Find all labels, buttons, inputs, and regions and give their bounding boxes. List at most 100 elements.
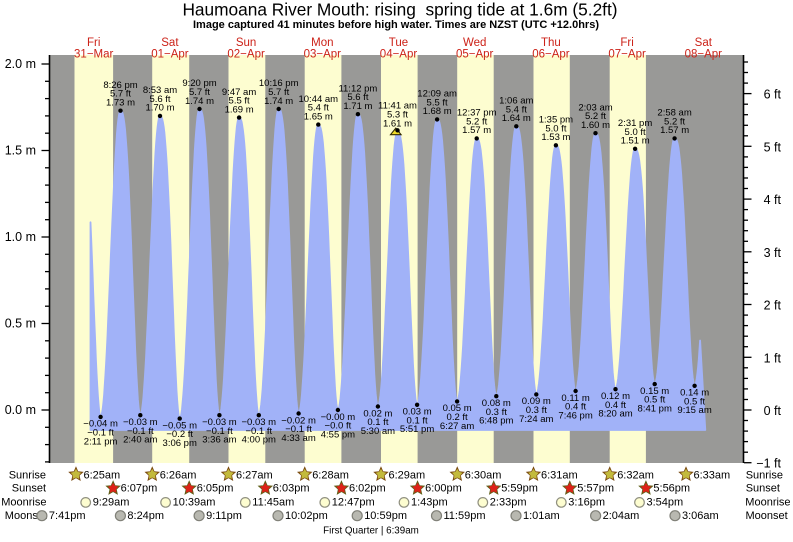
svg-text:5.4 ft: 5.4 ft <box>308 103 329 114</box>
svg-text:Moonset: Moonset <box>746 510 788 522</box>
svg-text:0.15 m: 0.15 m <box>640 386 669 397</box>
svg-text:5.2 ft: 5.2 ft <box>585 111 606 122</box>
svg-text:First Quarter | 6:39am: First Quarter | 6:39am <box>323 526 419 537</box>
svg-text:0.08 m: 0.08 m <box>482 398 511 409</box>
svg-text:6 ft: 6 ft <box>764 88 782 102</box>
svg-text:0.3 ft: 0.3 ft <box>486 407 507 418</box>
svg-text:01−Apr: 01−Apr <box>151 49 189 61</box>
svg-text:2:31 pm: 2:31 pm <box>618 118 652 129</box>
svg-text:−0.1 ft: −0.1 ft <box>285 424 312 435</box>
svg-text:3:36 am: 3:36 am <box>202 435 236 446</box>
svg-text:Sun: Sun <box>236 37 256 49</box>
svg-text:11:12 pm: 11:12 pm <box>338 83 377 94</box>
svg-text:Fri: Fri <box>620 37 633 49</box>
svg-text:−1 ft: −1 ft <box>756 457 781 471</box>
svg-text:1.60 m: 1.60 m <box>581 120 610 131</box>
svg-text:9:20 pm: 9:20 pm <box>182 78 216 89</box>
svg-text:Sunrise: Sunrise <box>746 470 783 482</box>
svg-text:Sunset: Sunset <box>746 483 780 495</box>
svg-text:11:41 am: 11:41 am <box>378 101 417 112</box>
svg-text:8:26 pm: 8:26 pm <box>103 80 137 91</box>
svg-text:7:24 am: 7:24 am <box>519 414 553 425</box>
svg-text:5.7 ft: 5.7 ft <box>110 89 131 100</box>
svg-text:0.4 ft: 0.4 ft <box>565 402 586 413</box>
svg-text:Thu: Thu <box>541 37 561 49</box>
svg-text:6:30am: 6:30am <box>465 470 502 482</box>
svg-text:5.7 ft: 5.7 ft <box>189 87 210 98</box>
svg-text:5.2 ft: 5.2 ft <box>664 116 685 127</box>
svg-text:5:57pm: 5:57pm <box>577 483 614 495</box>
svg-text:5:59pm: 5:59pm <box>501 483 538 495</box>
svg-text:Haumoana River Mouth: rising: Haumoana River Mouth: rising spring tide… <box>182 0 617 20</box>
svg-text:0.09 m: 0.09 m <box>522 396 551 407</box>
svg-text:5:51 pm: 5:51 pm <box>400 424 434 435</box>
svg-text:1.57 m: 1.57 m <box>462 125 491 136</box>
svg-text:0.03 m: 0.03 m <box>403 407 432 418</box>
svg-text:−0.1 ft: −0.1 ft <box>206 426 233 437</box>
svg-text:1.57 m: 1.57 m <box>660 125 689 136</box>
svg-text:6:25am: 6:25am <box>84 470 121 482</box>
svg-text:5.0 ft: 5.0 ft <box>545 123 566 134</box>
svg-text:6:05pm: 6:05pm <box>197 483 234 495</box>
svg-text:5.3 ft: 5.3 ft <box>387 110 408 121</box>
svg-text:0.0 m: 0.0 m <box>5 403 36 417</box>
svg-text:Moonset: Moonset <box>5 510 47 522</box>
svg-text:Sat: Sat <box>161 37 179 49</box>
svg-text:8:41 pm: 8:41 pm <box>638 404 672 415</box>
svg-text:0.1 ft: 0.1 ft <box>407 415 428 426</box>
svg-text:6:27 am: 6:27 am <box>440 421 474 432</box>
svg-text:1.0 m: 1.0 m <box>5 230 36 244</box>
svg-text:−0.05 m: −0.05 m <box>162 420 197 431</box>
svg-text:9:11pm: 9:11pm <box>206 510 242 522</box>
svg-text:Image captured 41 minutes befo: Image captured 41 minutes before high wa… <box>193 19 599 31</box>
svg-text:1.53 m: 1.53 m <box>541 132 570 143</box>
svg-text:5.5 ft: 5.5 ft <box>229 96 250 107</box>
svg-text:Sunrise: Sunrise <box>9 470 46 482</box>
svg-text:Fri: Fri <box>87 37 100 49</box>
svg-text:5 ft: 5 ft <box>764 140 782 154</box>
svg-text:6:32am: 6:32am <box>617 470 654 482</box>
svg-text:8:20 am: 8:20 am <box>598 409 632 420</box>
svg-text:10:16 pm: 10:16 pm <box>259 78 299 89</box>
svg-text:10:02pm: 10:02pm <box>285 510 328 522</box>
svg-text:5:56pm: 5:56pm <box>653 483 690 495</box>
svg-text:−0.04 m: −0.04 m <box>83 419 118 430</box>
svg-text:−0.0 ft: −0.0 ft <box>325 421 352 432</box>
svg-text:10:39am: 10:39am <box>173 497 216 509</box>
svg-text:6:00pm: 6:00pm <box>425 483 462 495</box>
svg-text:0.3 ft: 0.3 ft <box>526 405 547 416</box>
svg-text:1.74 m: 1.74 m <box>264 96 293 107</box>
svg-text:−0.1 ft: −0.1 ft <box>245 426 272 437</box>
svg-text:1:06 am: 1:06 am <box>499 96 533 107</box>
svg-text:6:26am: 6:26am <box>160 470 197 482</box>
svg-text:1.74 m: 1.74 m <box>185 96 214 107</box>
svg-text:12:09 am: 12:09 am <box>417 89 457 100</box>
svg-text:3:16pm: 3:16pm <box>568 497 605 509</box>
svg-text:3 ft: 3 ft <box>764 246 782 260</box>
svg-text:1.64 m: 1.64 m <box>502 113 531 124</box>
svg-text:−0.1 ft: −0.1 ft <box>87 428 114 439</box>
svg-text:1.61 m: 1.61 m <box>383 118 412 129</box>
svg-text:0.12 m: 0.12 m <box>601 391 630 402</box>
svg-text:2:03 am: 2:03 am <box>578 102 612 113</box>
svg-text:2:11 pm: 2:11 pm <box>84 436 118 447</box>
svg-text:7:41pm: 7:41pm <box>49 510 86 522</box>
svg-text:5.6 ft: 5.6 ft <box>347 92 368 103</box>
svg-text:0.5 m: 0.5 m <box>5 317 36 331</box>
svg-text:Moonrise: Moonrise <box>1 497 46 509</box>
svg-text:1:01am: 1:01am <box>523 510 560 522</box>
svg-text:5:30 am: 5:30 am <box>361 426 395 437</box>
svg-text:2:33pm: 2:33pm <box>490 497 527 509</box>
svg-text:−0.1 ft: −0.1 ft <box>127 426 154 437</box>
svg-text:0 ft: 0 ft <box>764 404 782 418</box>
svg-text:7:46 pm: 7:46 pm <box>558 410 592 421</box>
svg-text:1.51 m: 1.51 m <box>621 136 650 147</box>
svg-text:6:29am: 6:29am <box>389 470 426 482</box>
svg-text:0.02 m: 0.02 m <box>363 408 392 419</box>
svg-text:0.2 ft: 0.2 ft <box>447 412 468 423</box>
svg-text:08−Apr: 08−Apr <box>685 49 723 61</box>
svg-text:3:06am: 3:06am <box>682 510 719 522</box>
svg-text:4:33 am: 4:33 am <box>281 433 315 444</box>
svg-text:6:07pm: 6:07pm <box>121 483 158 495</box>
svg-text:12:37 pm: 12:37 pm <box>457 108 497 119</box>
